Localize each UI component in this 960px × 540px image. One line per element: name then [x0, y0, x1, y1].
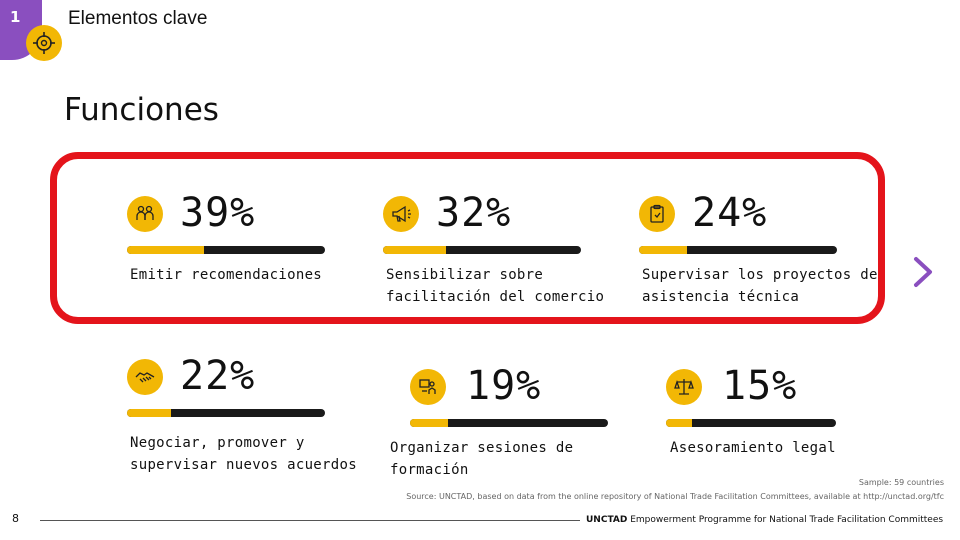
progress-fill — [127, 409, 171, 417]
percent-value: 24% — [692, 190, 768, 236]
source-note: Source: UNCTAD, based on data from the o… — [406, 492, 944, 501]
progress-fill — [666, 419, 692, 427]
function-label: Sensibilizar sobre facilitación del come… — [386, 267, 605, 305]
scales-icon — [666, 369, 702, 405]
function-label: Asesoramiento legal — [670, 440, 836, 456]
function-label: Negociar, promover y supervisar nuevos a… — [130, 435, 357, 473]
progress-bar — [127, 409, 325, 417]
function-label: Supervisar los proyectos de asistencia t… — [642, 267, 878, 305]
progress-fill — [383, 246, 447, 254]
footer-org: UNCTAD — [586, 515, 628, 525]
percent-value: 22% — [180, 353, 256, 399]
progress-fill — [639, 246, 687, 254]
clipboard-check-icon — [639, 196, 675, 232]
percent-value: 19% — [466, 363, 542, 409]
progress-bar — [666, 419, 836, 427]
highlight-frame — [50, 152, 885, 324]
footer-programme: Empowerment Programme for National Trade… — [630, 515, 944, 525]
header-title: Elementos clave — [68, 8, 208, 29]
progress-bar — [383, 246, 581, 254]
percent-value: 32% — [436, 190, 512, 236]
footer-credit: UNCTAD Empowerment Programme for Nationa… — [586, 515, 943, 525]
function-label: Organizar sesiones de formación — [390, 440, 574, 478]
progress-fill — [410, 419, 448, 427]
target-icon — [26, 25, 62, 61]
next-slide-chevron-icon[interactable] — [912, 256, 934, 292]
percent-value: 39% — [180, 190, 256, 236]
progress-bar — [639, 246, 837, 254]
footer-divider — [40, 520, 580, 521]
progress-bar — [410, 419, 608, 427]
sample-note: Sample: 59 countries — [858, 478, 944, 487]
percent-value: 15% — [722, 363, 798, 409]
megaphone-icon — [383, 196, 419, 232]
training-icon — [410, 369, 446, 405]
progress-bar — [127, 246, 325, 254]
progress-fill — [127, 246, 205, 254]
page-title: Funciones — [64, 92, 219, 128]
section-number: 1 — [10, 8, 21, 26]
page-number: 8 — [12, 512, 19, 525]
handshake-icon — [127, 359, 163, 395]
function-label: Emitir recomendaciones — [130, 267, 323, 283]
people-icon — [127, 196, 163, 232]
